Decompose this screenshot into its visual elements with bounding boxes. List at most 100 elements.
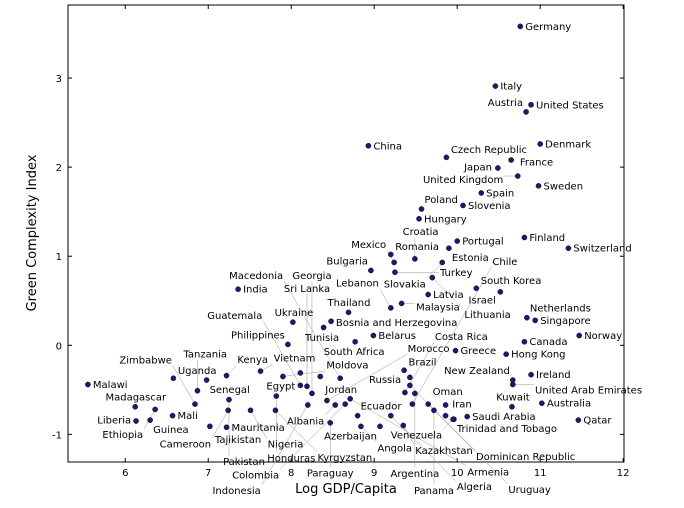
point-label: Spain <box>486 188 514 199</box>
data-point <box>528 371 534 378</box>
data-point <box>354 412 361 419</box>
x-tick-label: 6 <box>122 468 128 479</box>
data-point <box>398 300 405 307</box>
data-point <box>85 381 91 388</box>
point-label: Estonia <box>452 253 489 264</box>
point-label: Greece <box>461 346 497 357</box>
point-label: Hungary <box>424 214 467 225</box>
data-point <box>416 216 422 222</box>
data-points <box>85 23 582 431</box>
data-point <box>425 291 431 298</box>
data-point <box>443 154 450 161</box>
label-leader-line <box>432 277 464 309</box>
data-point <box>223 372 230 379</box>
data-point <box>537 141 543 147</box>
point-label: Sri Lanka <box>284 284 330 295</box>
label-leader-line <box>263 321 301 386</box>
data-point <box>358 423 364 430</box>
point-label: Czech Republic <box>451 145 527 156</box>
label-leader-line <box>250 410 267 439</box>
data-point <box>418 206 425 212</box>
point-label: Romania <box>395 242 439 253</box>
data-point <box>446 245 452 251</box>
point-label: Armenia <box>467 467 509 478</box>
point-label: Hong Kong <box>511 350 565 361</box>
data-point <box>169 412 176 419</box>
data-point <box>192 401 198 407</box>
y-tick-label: -1 <box>52 430 62 441</box>
data-point <box>280 373 286 380</box>
data-point <box>337 375 343 382</box>
label-leader-line <box>427 403 508 484</box>
label-leader-line <box>275 410 317 452</box>
point-label: Azerbaijan <box>324 431 377 442</box>
point-label: Morocco <box>408 344 450 355</box>
data-point <box>203 377 210 383</box>
point-label: Austria <box>488 98 523 109</box>
data-point <box>517 23 524 30</box>
point-label: Indonesia <box>212 486 260 497</box>
data-point <box>368 267 374 274</box>
label-leader-line <box>403 425 415 445</box>
point-label: Finland <box>529 233 565 244</box>
data-point <box>524 314 530 321</box>
label-leader-line <box>379 288 392 309</box>
point-label: Moldova <box>326 361 368 372</box>
data-point <box>473 285 480 292</box>
point-label: Thailand <box>327 298 371 309</box>
point-label: France <box>520 158 553 169</box>
point-label: Bosnia and Herzegovina <box>336 318 457 329</box>
label-leader-line <box>279 403 346 470</box>
data-point <box>521 234 528 241</box>
data-point <box>521 338 528 345</box>
data-point <box>539 400 545 407</box>
point-label: Malaysia <box>416 303 460 314</box>
point-label: Malawi <box>93 380 128 391</box>
data-point <box>452 347 459 354</box>
data-point <box>365 142 372 149</box>
point-label: Bulgaria <box>326 257 367 268</box>
data-point <box>273 393 280 399</box>
data-point <box>442 402 449 408</box>
data-point <box>407 382 413 389</box>
point-label: Lithuania <box>464 310 510 321</box>
data-point <box>464 413 470 420</box>
data-point <box>297 382 304 389</box>
data-point <box>133 418 139 424</box>
data-point <box>439 259 446 266</box>
data-point <box>235 286 241 292</box>
data-point <box>429 274 436 281</box>
point-label: Colombia <box>232 471 279 482</box>
data-point <box>328 318 334 325</box>
point-label: Canada <box>529 337 567 348</box>
y-tick-label: 3 <box>56 74 62 85</box>
point-label: Brazil <box>409 358 437 369</box>
point-label: Guinea <box>153 425 188 436</box>
point-label: Kuwait <box>496 392 529 403</box>
data-point <box>388 305 394 311</box>
point-label: Iran <box>452 400 472 411</box>
point-label: Ireland <box>536 370 571 381</box>
data-point <box>492 83 499 89</box>
data-point <box>508 157 514 163</box>
data-point <box>370 332 377 339</box>
point-label: Tunisia <box>304 333 339 344</box>
x-tick-label: 10 <box>451 468 464 479</box>
point-label: Tajikistan <box>214 435 261 446</box>
data-point <box>409 401 416 407</box>
data-point <box>425 401 431 407</box>
point-label: Paraguay <box>307 468 354 479</box>
point-label: Angola <box>377 443 412 454</box>
data-point <box>170 375 177 382</box>
label-leader-line <box>172 365 196 405</box>
data-point <box>401 367 407 374</box>
point-label: United States <box>536 100 604 111</box>
point-label: Dominican Republic <box>476 452 575 463</box>
point-label: Kazakhstan <box>415 446 473 457</box>
point-label: Uganda <box>178 366 217 377</box>
y-tick-label: 0 <box>56 341 62 352</box>
point-label: Russia <box>369 375 401 386</box>
point-label: Senegal <box>210 385 250 396</box>
point-label: Kyrgyzstan <box>317 453 372 464</box>
data-point <box>388 251 394 258</box>
